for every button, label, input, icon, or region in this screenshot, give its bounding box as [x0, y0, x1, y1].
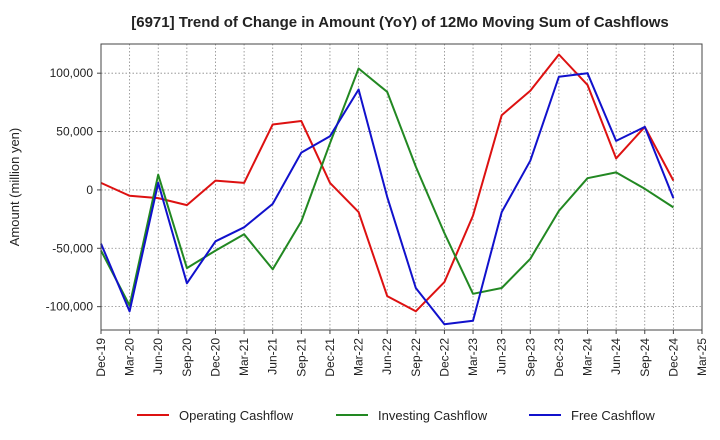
- legend: Operating Cashflow Investing Cashflow Free…: [137, 408, 655, 423]
- x-tick-label: Jun-24: [609, 338, 623, 375]
- y-axis-label: Amount (million yen): [7, 128, 22, 247]
- x-tick-label: Mar-23: [466, 338, 480, 376]
- x-tick-label: Sep-24: [638, 338, 652, 377]
- x-axis-ticks: Dec-19 Mar-20 Jun-20 Sep-20 Dec-20 Mar-21 Jun-…: [94, 330, 709, 377]
- x-tick-label: Dec-23: [552, 338, 566, 377]
- plot-frame: [100, 43, 703, 331]
- x-tick-label: Jun-22: [380, 338, 394, 375]
- y-axis-ticks: -100,000 -50,000 0 50,000 100,000: [46, 66, 101, 314]
- x-tick-label: Jun-21: [266, 338, 280, 375]
- x-tick-label: Dec-20: [208, 338, 222, 377]
- x-tick-label: Mar-25: [695, 338, 709, 376]
- x-tick-label: Mar-22: [352, 338, 366, 376]
- x-tick-label: Dec-19: [94, 338, 108, 377]
- chart-title: [6971] Trend of Change in Amount (YoY) o…: [131, 14, 669, 31]
- legend-label-free-cashflow: Free Cashflow: [571, 408, 655, 423]
- x-tick-label: Sep-20: [180, 338, 194, 377]
- x-tick-label: Mar-20: [123, 338, 137, 376]
- x-tick-label: Sep-22: [409, 338, 423, 377]
- x-tick-label: Sep-23: [523, 338, 537, 377]
- x-tick-label: Dec-22: [437, 338, 451, 377]
- x-tick-label: Jun-20: [151, 338, 165, 375]
- x-tick-label: Mar-21: [237, 338, 251, 376]
- legend-label-operating-cashflow: Operating Cashflow: [179, 408, 294, 423]
- series-line-free-cashflow: [100, 72, 675, 326]
- legend-label-investing-cashflow: Investing Cashflow: [378, 408, 488, 423]
- series-lines: [100, 53, 675, 326]
- x-tick-label: Dec-24: [666, 338, 680, 377]
- series-line-investing-cashflow: [100, 67, 674, 307]
- x-tick-label: Sep-21: [294, 338, 308, 377]
- y-tick-label: 0: [86, 183, 93, 197]
- y-tick-label: 100,000: [50, 66, 94, 80]
- x-tick-label: Mar-24: [581, 338, 595, 376]
- x-tick-label: Dec-21: [323, 338, 337, 377]
- y-tick-label: -100,000: [46, 300, 94, 314]
- grid-lines: [100, 44, 703, 330]
- x-tick-label: Jun-23: [495, 338, 509, 375]
- y-tick-label: 50,000: [56, 125, 93, 139]
- y-tick-label: -50,000: [52, 241, 93, 255]
